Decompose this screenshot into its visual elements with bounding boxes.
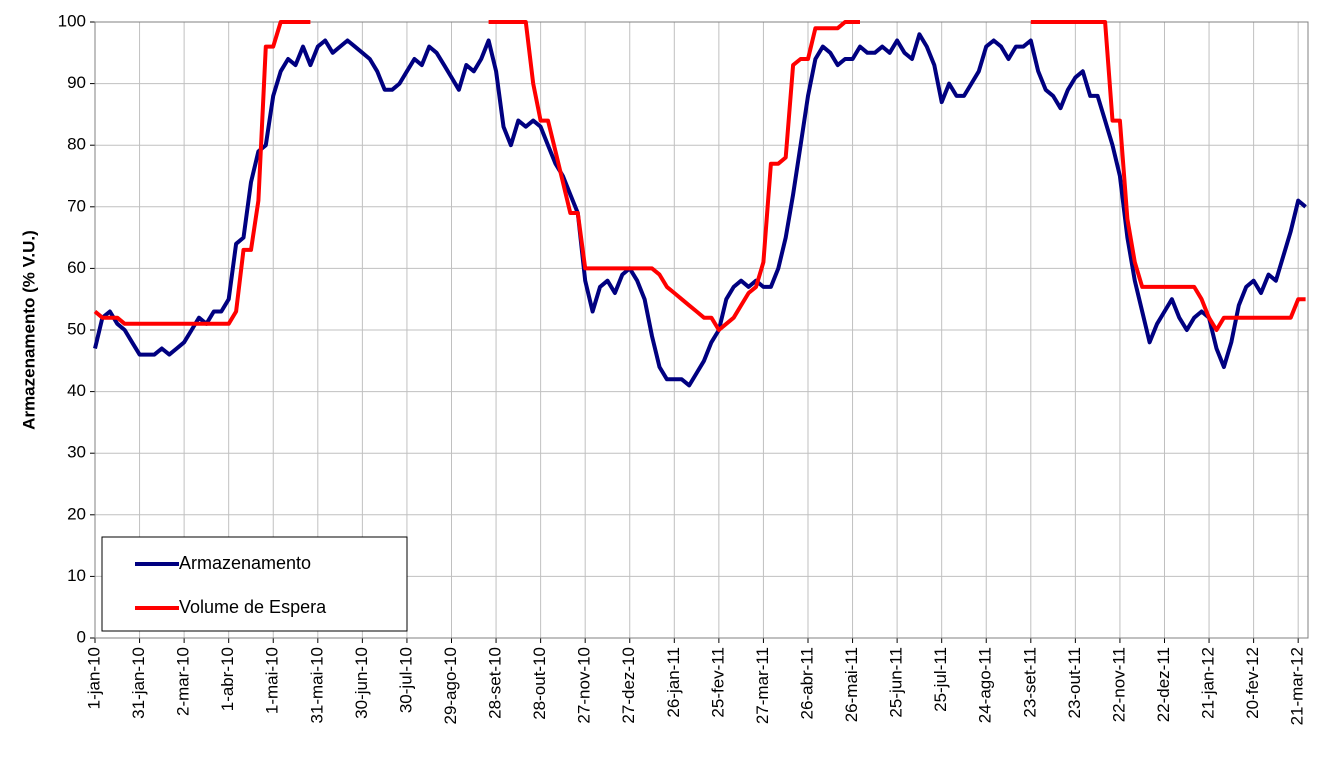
x-tick-label: 27-nov-10 bbox=[575, 647, 594, 724]
x-tick-label: 22-dez-11 bbox=[1154, 647, 1173, 722]
x-tick-label: 31-mai-10 bbox=[307, 647, 326, 724]
legend-box bbox=[101, 536, 408, 632]
y-tick-label: 50 bbox=[67, 319, 86, 338]
y-tick-label: 60 bbox=[67, 258, 86, 277]
x-tick-label: 22-nov-11 bbox=[1109, 647, 1128, 722]
y-tick-label: 30 bbox=[67, 443, 86, 462]
legend-label: Armazenamento bbox=[179, 553, 311, 573]
x-tick-label: 30-jul-10 bbox=[396, 647, 415, 713]
plot-border bbox=[94, 21, 1309, 639]
x-tick-label: 27-mar-11 bbox=[753, 647, 772, 724]
x-tick-label: 21-mar-12 bbox=[1288, 647, 1307, 725]
x-tick-label: 26-mai-11 bbox=[842, 647, 861, 722]
x-tick-label: 25-jul-11 bbox=[931, 647, 950, 712]
x-tick-label: 20-fev-12 bbox=[1243, 647, 1262, 719]
series-line bbox=[93, 20, 311, 326]
series-line bbox=[488, 20, 860, 332]
legend: Armazenamento Volume de Espera bbox=[101, 536, 408, 632]
series-line bbox=[1030, 20, 1306, 332]
x-tick-label: 25-jun-11 bbox=[887, 647, 906, 718]
x-tick-label: 2-mar-10 bbox=[174, 647, 193, 716]
y-tick-label: 90 bbox=[67, 73, 86, 92]
x-tick-label: 26-jan-11 bbox=[664, 647, 683, 718]
y-tick-label: 20 bbox=[67, 504, 86, 523]
x-tick-label: 28-out-10 bbox=[530, 647, 549, 720]
legend-label: Volume de Espera bbox=[179, 597, 327, 617]
x-tick-label: 30-jun-10 bbox=[352, 647, 371, 719]
x-tick-label: 24-ago-11 bbox=[976, 647, 995, 723]
y-axis-label: Armazenamento (% V.U.) bbox=[19, 230, 38, 430]
x-tick-label: 31-jan-10 bbox=[129, 647, 148, 719]
x-tick-label: 27-dez-10 bbox=[619, 647, 638, 724]
y-tick-label: 100 bbox=[58, 11, 86, 30]
y-tick-label: 10 bbox=[67, 566, 86, 585]
y-tick-label: 70 bbox=[67, 196, 86, 215]
x-tick-label: 1-abr-10 bbox=[218, 647, 237, 711]
y-tick-label: 80 bbox=[67, 135, 86, 154]
x-tick-label: 23-set-11 bbox=[1020, 647, 1039, 718]
x-tick-label: 28-set-10 bbox=[486, 647, 505, 719]
x-tick-label: 26-abr-11 bbox=[797, 647, 816, 719]
x-tick-label: 25-fev-11 bbox=[708, 647, 727, 718]
y-tick-label: 40 bbox=[67, 381, 86, 400]
x-tick-label: 21-jan-12 bbox=[1199, 647, 1218, 719]
x-tick-label: 29-ago-10 bbox=[441, 647, 460, 725]
y-tick-label: 0 bbox=[77, 627, 86, 646]
x-tick-label: 23-out-11 bbox=[1065, 647, 1084, 719]
series-line bbox=[93, 32, 1307, 388]
x-tick-label: 1-mai-10 bbox=[263, 647, 282, 714]
x-tick-label: 1-jan-10 bbox=[84, 647, 103, 709]
